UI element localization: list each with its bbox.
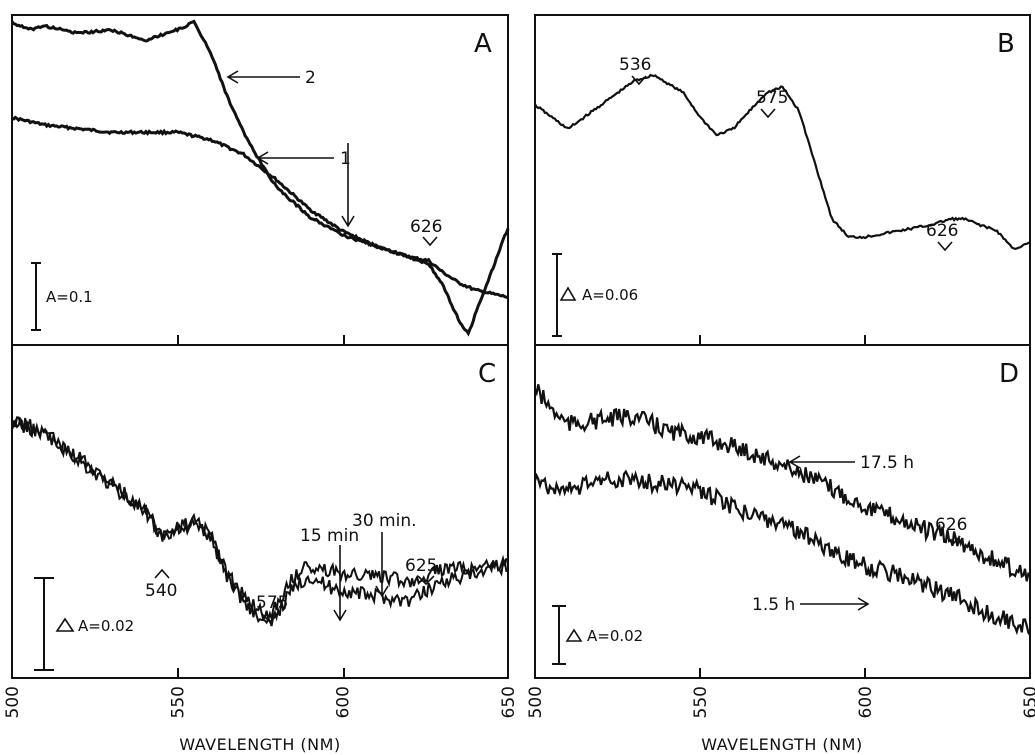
- panel-b-peak-marker-626: [937, 241, 953, 252]
- panel-c-peak-marker-575: [261, 613, 279, 624]
- tick-label-c-600: 600: [334, 686, 354, 718]
- panel-a-peak-label-626: 626: [410, 217, 442, 237]
- panel-c-letter: C: [478, 359, 496, 389]
- panel-a-series-2: [10, 19, 510, 337]
- panel-c-arrow-label-15min: 15 min: [300, 526, 359, 546]
- panel-a-arrow-2: [226, 70, 300, 84]
- tick-label-d-550: 550: [691, 686, 711, 718]
- panel-d-series-1-5h: [533, 469, 1031, 636]
- panel-d-arrow-1-5h: [800, 597, 870, 611]
- panel-a-peak-marker-626: [422, 236, 438, 247]
- panel-b-series: [534, 73, 1031, 251]
- tick-label-d-600: 600: [856, 686, 876, 718]
- panel-b-peak-label-536: 536: [619, 55, 651, 75]
- panel-c-scale-bar: [34, 577, 54, 671]
- panel-b-peak-label-575: 575: [756, 88, 788, 108]
- panel-c-arrow-label-30min: 30 min.: [352, 511, 417, 531]
- panel-b-scale-bar: [552, 253, 562, 337]
- panel-d-scale-label: A=0.02: [587, 627, 643, 645]
- panel-a-series-1: [11, 115, 508, 299]
- panel-a-arrow-1: [256, 151, 334, 165]
- panel-a-scale-label: A=0.1: [46, 288, 93, 306]
- panel-c-peak-marker-625: [417, 575, 435, 586]
- panel-d-arrow-17-5h: [788, 455, 855, 469]
- panel-c-x-axis-title: WAVELENGTH (NM): [179, 735, 340, 754]
- panel-c-scale-label: A=0.02: [78, 617, 134, 635]
- panel-d-peak-label-626: 626: [935, 515, 967, 535]
- panel-b-peak-marker-536: [631, 75, 647, 86]
- panel-c-frame: [11, 344, 509, 679]
- panel-c-peak-marker-540: [154, 568, 170, 579]
- panel-d-arrow-label-17-5h: 17.5 h: [860, 453, 914, 473]
- panel-c-arrow-15min: [333, 545, 347, 622]
- panel-b-letter: B: [997, 29, 1015, 59]
- panel-d-x-axis-title: WAVELENGTH (NM): [701, 735, 862, 754]
- panel-d-peak-marker-626: [945, 535, 961, 546]
- panel-d-frame: [534, 344, 1031, 679]
- panel-d-arrow-label-1-5h: 1.5 h: [752, 595, 795, 615]
- panel-c-delta-icon: [55, 617, 75, 632]
- panel-b-peak-label-626: 626: [926, 221, 958, 241]
- panel-b-peak-marker-575: [760, 108, 776, 119]
- tick-label-c-500: 500: [3, 686, 23, 718]
- x-tick-labels: 500 550 600 650 500 550 600 650: [3, 686, 1035, 718]
- panel-d-scale-bar: [552, 605, 566, 665]
- panel-c-series-30min: [11, 416, 509, 623]
- panel-c-arrow-30min: [375, 532, 389, 598]
- panel-d-letter: D: [999, 359, 1019, 389]
- panel-c-peak-label-625: 625: [405, 556, 437, 576]
- panel-a-letter: A: [474, 29, 492, 59]
- tick-label-d-500: 500: [526, 686, 546, 718]
- panel-b-delta-icon: [559, 286, 577, 301]
- panel-a-arrow-label-2: 2: [305, 68, 316, 88]
- panel-c-peak-label-540: 540: [145, 581, 177, 601]
- panel-c-peak-label-575: 575: [256, 593, 288, 613]
- panel-d-delta-icon: [565, 628, 583, 642]
- panel-a-arrow-label-1: 1: [340, 149, 351, 169]
- panel-a-arrow-1-down: [341, 143, 355, 228]
- panel-b-scale-label: A=0.06: [582, 286, 638, 304]
- tick-label-c-650: 650: [499, 686, 519, 718]
- panel-d-series-17-5h: [534, 384, 1031, 582]
- tick-label-c-550: 550: [168, 686, 188, 718]
- panel-a-scale-bar: [31, 262, 41, 331]
- tick-label-d-650: 650: [1021, 686, 1035, 718]
